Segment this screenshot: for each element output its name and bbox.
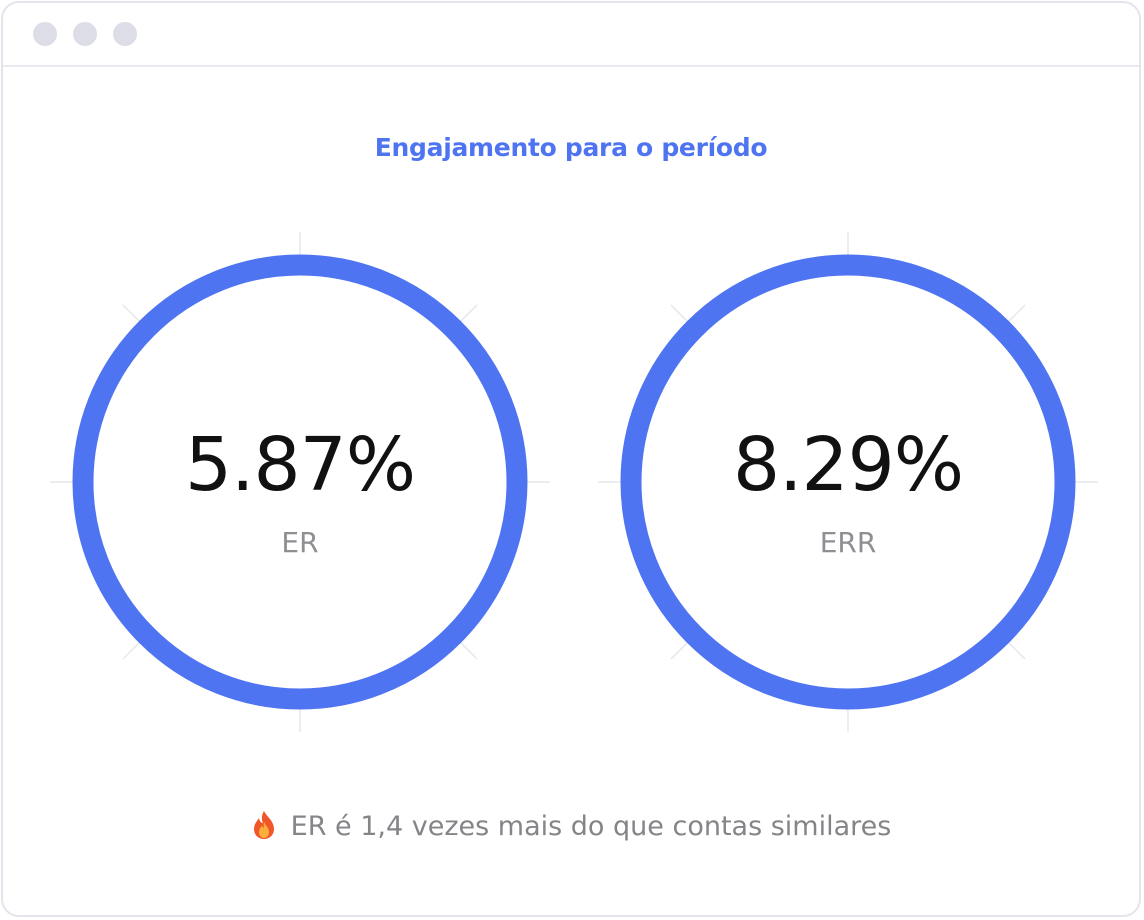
page-title: Engajamento para o período xyxy=(374,133,768,162)
metric-label: ERR xyxy=(819,526,877,559)
fire-icon xyxy=(253,810,274,839)
metric-label: ER xyxy=(281,526,319,559)
window-dot-icon[interactable] xyxy=(113,22,137,46)
metric-value: 5.87% xyxy=(184,422,416,508)
progress-ring xyxy=(72,254,528,710)
comparison-text: ER é 1,4 vezes mais do que contas simila… xyxy=(290,811,892,842)
ring-graphic xyxy=(50,232,550,732)
progress-ring xyxy=(620,254,1076,710)
metric-card-err: 8.29% ERR xyxy=(598,232,1098,732)
window-titlebar xyxy=(3,3,1139,67)
window-dot-icon[interactable] xyxy=(73,22,97,46)
window-dot-icon[interactable] xyxy=(33,22,57,46)
ring-graphic xyxy=(598,232,1098,732)
comparison-note: ER é 1,4 vezes mais do que contas simila… xyxy=(3,810,1139,842)
metric-card-er: 5.87% ER xyxy=(50,232,550,732)
metric-value: 8.29% xyxy=(732,422,964,508)
